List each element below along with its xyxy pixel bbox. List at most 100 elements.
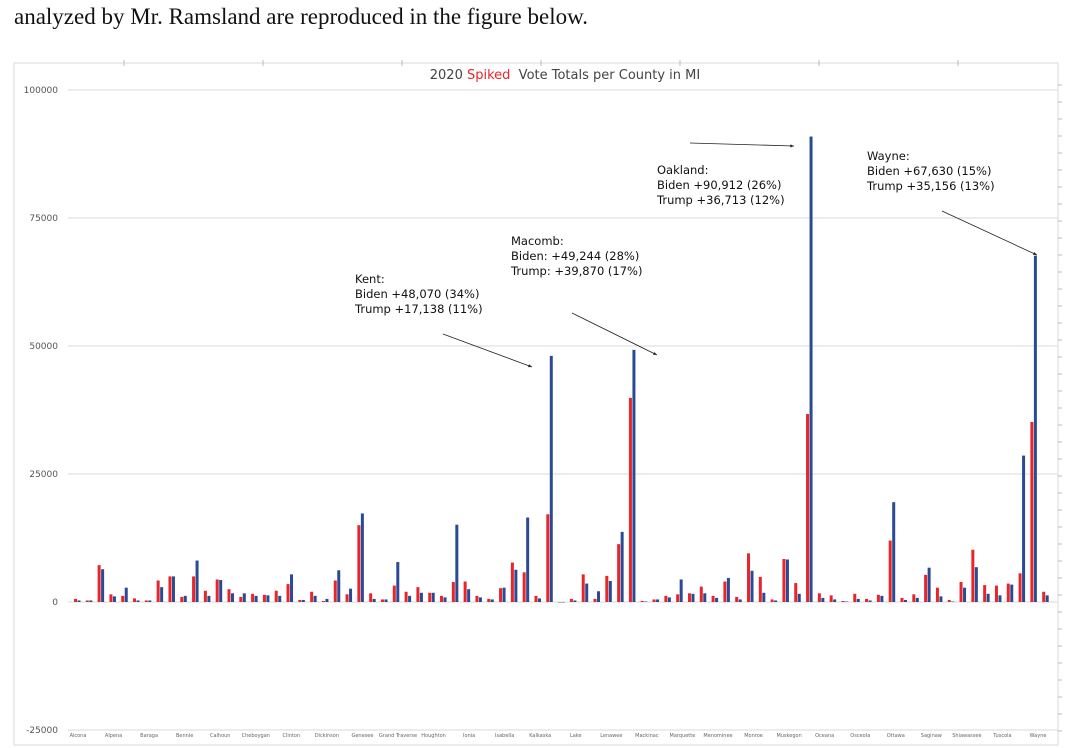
bar-red [676,594,680,602]
bar-blue [750,570,754,602]
bar-red [770,599,774,602]
bar-blue [526,517,530,602]
bar-red [628,397,632,602]
bar-red [947,599,951,602]
bar-blue [136,600,140,602]
bar-red [392,585,396,602]
bar-blue [679,579,683,602]
x-tick-label: Lenawee [600,733,622,739]
bar-red [144,600,148,602]
bar-blue [561,602,565,603]
bar-blue [703,593,707,602]
bar-blue [396,562,400,602]
bar-red [239,596,243,602]
bar-blue [207,595,211,602]
bar-red [912,594,916,602]
bar-blue [537,598,541,602]
bar-blue [313,595,317,602]
bar-red [345,594,349,602]
x-tick-label: Mackinac [635,733,659,739]
x-tick-label: Dickinson [315,733,339,739]
bar-red [534,595,538,602]
bar-blue [892,502,896,602]
x-tick-label: Lake [570,733,582,739]
bar-red [924,574,928,602]
x-tick-label: Saginaw [921,733,942,739]
bar-blue [880,595,884,602]
x-tick-label: Monroe [744,733,763,739]
bar-red [286,584,290,602]
x-tick-label: Cheboygan [242,733,270,739]
bar-red [806,414,810,602]
bar-red [227,589,231,602]
annotation-arrow [941,210,1038,256]
x-tick-label: Muskegon [776,733,801,739]
bar-red [310,591,314,602]
bar-red [262,594,266,602]
bar-blue [585,583,589,602]
bar-red [251,593,255,602]
bar-red [274,590,278,602]
title-part: 2020 [430,68,467,83]
annotation-line: Trump +36,713 (12%) [656,193,785,207]
annotation-line: Biden +67,630 (15%) [867,164,991,178]
bar-red [428,592,432,602]
bar-red [203,590,207,602]
bar-red [711,595,715,602]
bar-red [1030,422,1034,602]
bar-blue [821,597,825,602]
bar-blue [844,601,848,602]
annotation-arrow [689,142,795,147]
x-tick-label: Grand Traverse [379,733,417,739]
bar-blue [573,600,577,602]
bar-blue [514,569,518,602]
bar-red [510,562,514,602]
bar-red [841,600,845,602]
bar-blue [726,577,730,602]
y-tick-label: 25000 [29,470,58,480]
x-tick-label: Houghton [421,733,446,739]
annotation-line: Kent: [355,272,385,286]
chart-frame [13,60,1062,746]
bar-red [321,600,325,602]
annotations: Kent:Biden +48,070 (34%)Trump +17,138 (1… [354,142,1038,368]
bar-red [168,576,172,602]
x-tick-label: Calhoun [210,733,231,739]
bar-blue [301,599,305,602]
bar-blue [1010,584,1014,602]
bar-red [699,586,703,602]
bar-red [1042,591,1046,602]
annotation-oakland: Oakland:Biden +90,912 (26%)Trump +36,713… [656,142,795,207]
annotation-line: Oakland: [657,163,708,177]
bar-red [829,595,833,602]
bar-blue [290,574,294,602]
bar-red [475,595,479,602]
bars [74,136,1049,603]
annotation-line: Trump: +39,870 (17%) [510,264,642,278]
bar-red [865,598,869,602]
bar-blue [408,595,412,602]
bar-blue [242,593,246,602]
annotation-macomb: Macomb:Biden: +49,244 (28%)Trump: +39,87… [510,234,658,356]
bar-blue [502,587,506,602]
bar-blue [171,576,175,602]
y-axis-ticks: -25000 0 25000 50000 75000 100000 [24,86,59,736]
arrowhead-icon [653,351,657,355]
bar-red [593,598,597,602]
x-tick-label: Ionia [463,733,475,739]
bar-red [1018,573,1022,602]
bar-red [876,594,880,602]
chart-title: 2020 Spiked Vote Totals per County in MI [430,68,700,83]
bar-blue [254,595,258,602]
bar-red [782,558,786,602]
bar-blue [467,589,471,602]
arrowhead-icon [528,364,532,368]
bar-red [558,602,562,603]
bar-red [652,599,656,602]
x-tick-label: Ottawa [887,733,905,739]
bar-blue [160,587,164,602]
bar-blue [431,592,435,602]
bar-red [451,582,455,602]
bar-red [109,594,113,602]
bar-red [298,599,302,602]
